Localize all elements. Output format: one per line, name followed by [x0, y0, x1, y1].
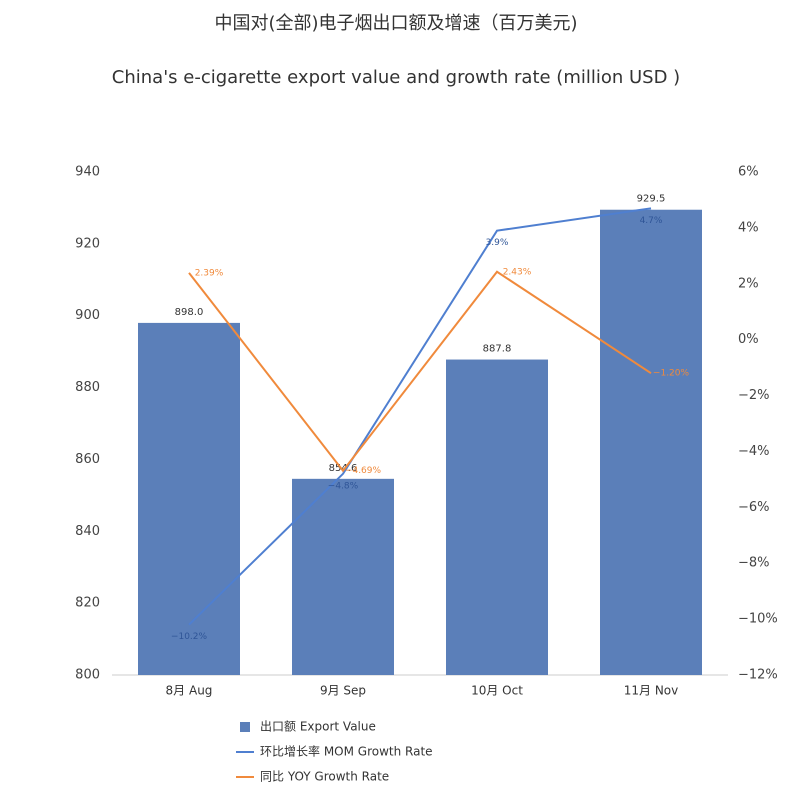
y2-tick-label: −4% — [738, 444, 770, 459]
bar — [446, 359, 548, 675]
data-label: 854.6 — [329, 463, 358, 474]
y2-tick-label: 4% — [738, 220, 759, 235]
x-tick-label: 9月 Sep — [320, 684, 366, 698]
y2-tick-label: −12% — [738, 668, 778, 683]
data-label: 929.5 — [637, 194, 666, 205]
y-tick-label: 920 — [75, 236, 100, 251]
y2-tick-label: −2% — [738, 388, 770, 403]
y2-tick-label: −6% — [738, 500, 770, 515]
y-tick-label: 860 — [75, 452, 100, 467]
legend-swatch — [240, 722, 250, 732]
x-tick-label: 8月 Aug — [166, 684, 213, 698]
x-tick-label: 10月 Oct — [471, 684, 523, 698]
y2-tick-label: 6% — [738, 165, 759, 180]
data-label: −10.2% — [171, 632, 208, 642]
y-tick-label: 940 — [75, 165, 100, 180]
data-label: −4.69% — [345, 466, 382, 476]
legend-label: 环比增长率 MOM Growth Rate — [260, 744, 433, 759]
data-label: 2.43% — [503, 267, 532, 277]
bar — [292, 478, 394, 675]
y2-tick-label: −8% — [738, 556, 770, 571]
y2-tick-label: 2% — [738, 276, 759, 291]
data-label: −1.20% — [653, 369, 690, 379]
bar — [138, 322, 240, 675]
bar — [600, 209, 702, 675]
line — [188, 270, 652, 473]
y2-tick-label: −10% — [738, 612, 778, 627]
y2-tick-label: 0% — [738, 332, 759, 347]
data-label: 3.9% — [486, 238, 509, 248]
line — [188, 207, 652, 626]
data-label: 898.0 — [175, 307, 204, 318]
legend-label: 同比 YOY Growth Rate — [260, 770, 389, 784]
y-tick-label: 800 — [75, 668, 100, 683]
data-label: −4.8% — [328, 481, 359, 491]
y-tick-label: 820 — [75, 596, 100, 611]
chart-subtitle: China's e-cigarette export value and gro… — [112, 67, 680, 88]
data-label: 887.8 — [483, 344, 512, 355]
data-label: 2.39% — [195, 268, 224, 278]
y-tick-label: 840 — [75, 524, 100, 539]
x-tick-label: 11月 Nov — [624, 684, 679, 698]
legend-label: 出口额 Export Value — [260, 720, 376, 734]
chart-title: 中国对(全部)电子烟出口额及增速（百万美元) — [214, 13, 577, 34]
data-label: 4.7% — [640, 216, 663, 226]
y-tick-label: 880 — [75, 380, 100, 395]
y-tick-label: 900 — [75, 308, 100, 323]
